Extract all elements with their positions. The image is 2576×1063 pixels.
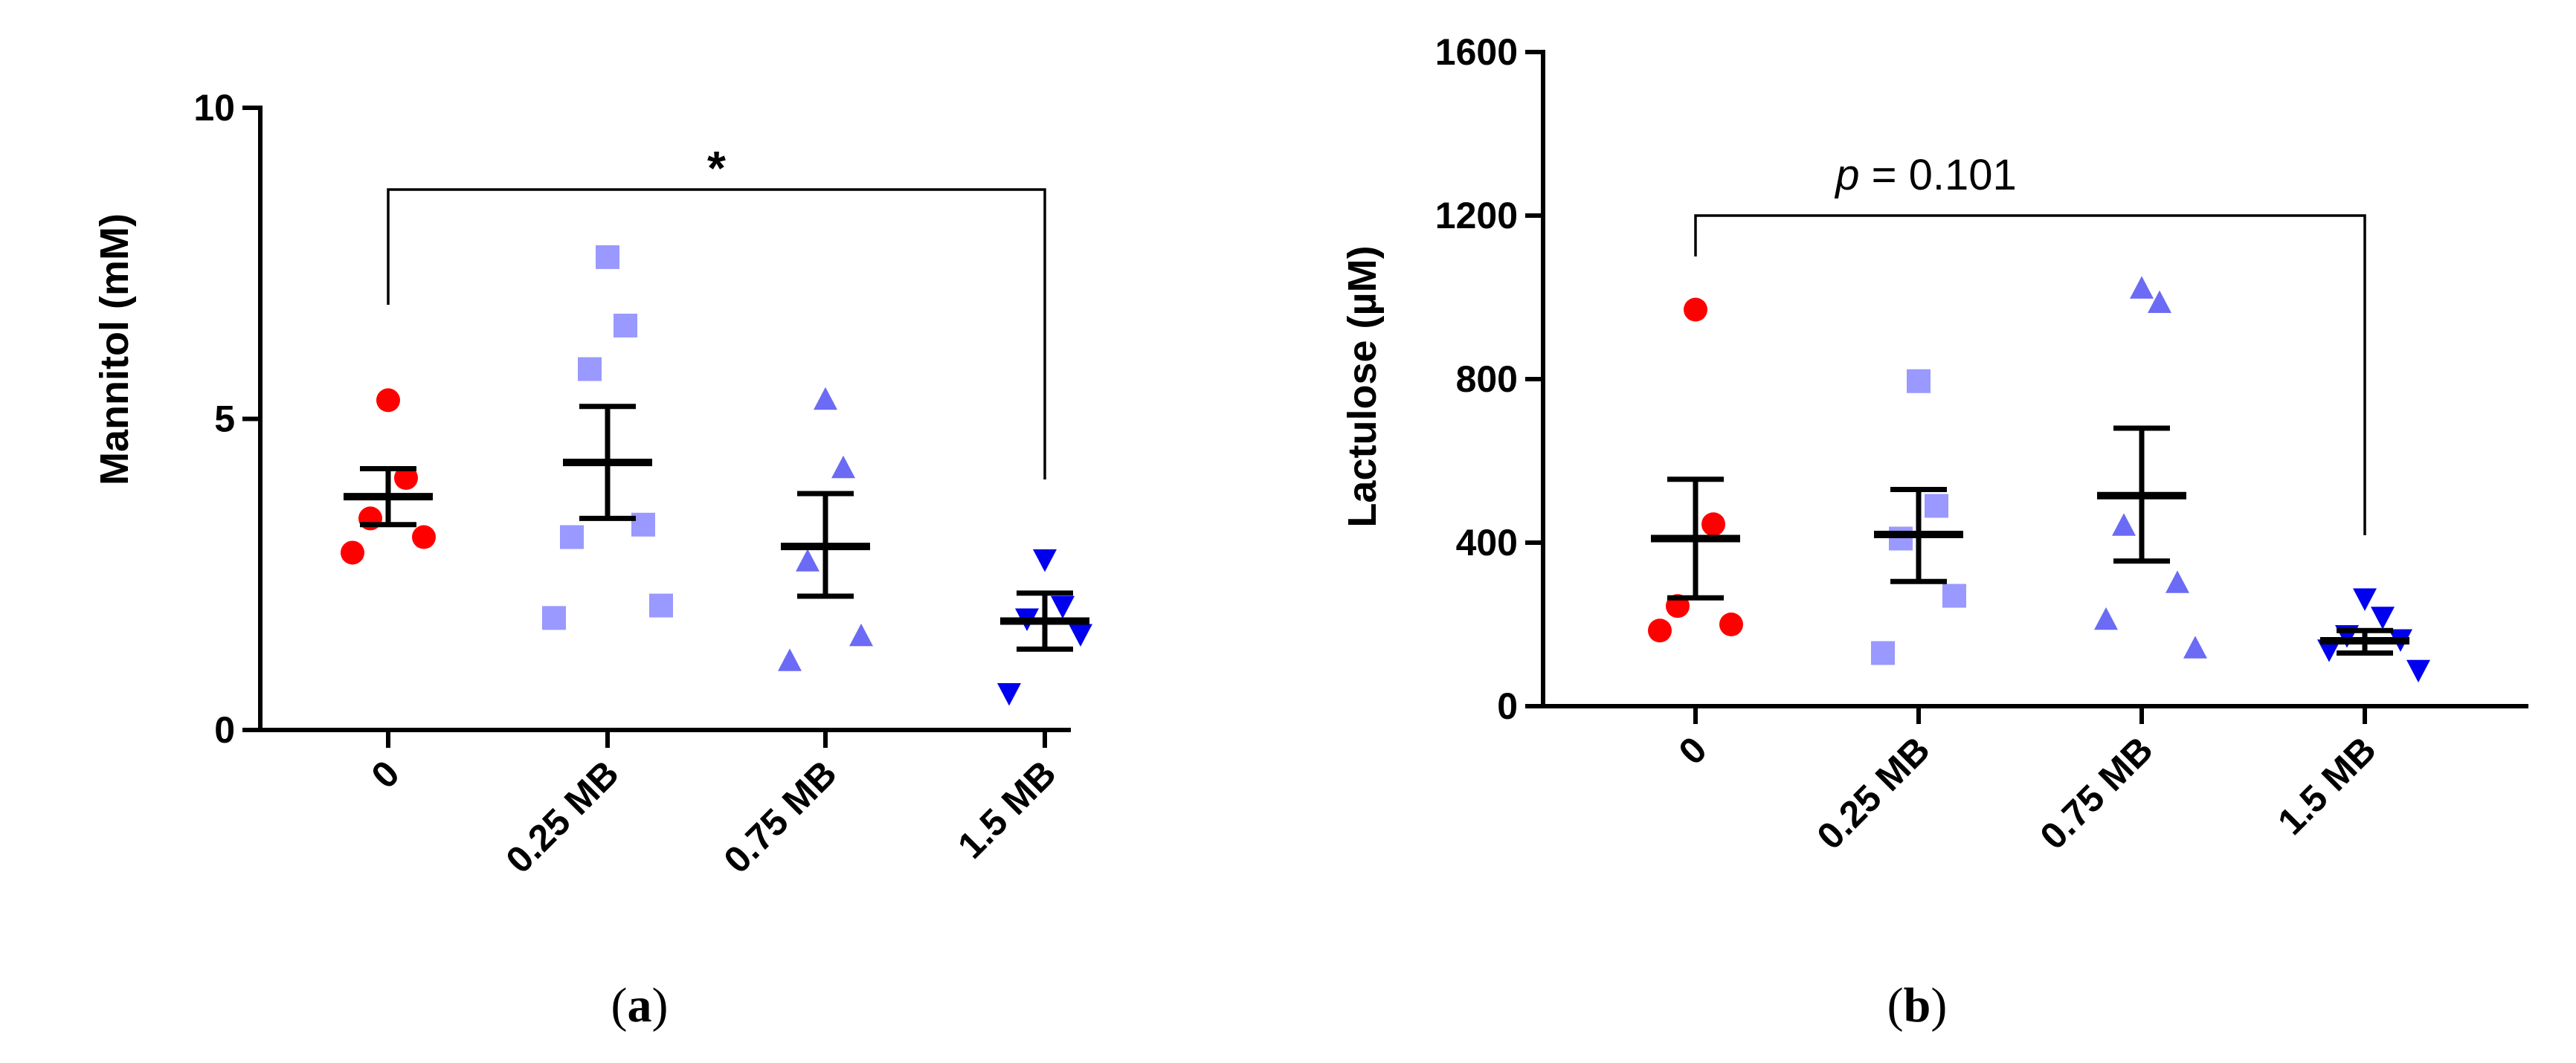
y-tick-label: 10	[193, 87, 235, 129]
p-symbol: p	[1834, 151, 1859, 199]
y-axis-title-b: Lactulose (µM)	[1340, 245, 1385, 527]
y-tick-labels-a: 0 5 10	[193, 87, 235, 751]
data-point	[341, 540, 364, 565]
data-point	[997, 682, 1021, 706]
data-point	[1907, 369, 1931, 393]
data-point	[2183, 636, 2207, 659]
data-point	[796, 549, 820, 572]
data-point	[2094, 607, 2118, 630]
data-point	[1051, 595, 1075, 619]
panel-a: Mannitol (mM) 0 5 10 0 0.25 MB 0.75 MB 1.5 MB…	[92, 87, 1092, 1033]
data-point	[560, 525, 584, 549]
significance-bracket-a	[387, 188, 1046, 479]
data-point	[542, 606, 566, 630]
x-tick-label: 0.75 MB	[2032, 728, 2161, 857]
data-point	[778, 648, 802, 671]
data-point	[1719, 613, 1743, 636]
x-tick-labels-a: 0 0.25 MB 0.75 MB 1.5 MB	[364, 752, 1064, 881]
data-points-b	[1648, 276, 2430, 683]
data-point	[2353, 588, 2377, 611]
x-tick-label: 0.75 MB	[716, 752, 845, 881]
p-value-annotation: p = 0.101	[1834, 151, 2017, 199]
x-tick-labels-b: 0 0.25 MB 0.75 MB 1.5 MB	[1671, 728, 2384, 857]
panel-label-b: (b)	[1887, 978, 1948, 1033]
data-point	[831, 455, 855, 479]
data-point	[376, 388, 400, 413]
significance-bracket-b	[1694, 214, 2366, 535]
y-axis-title-a: Mannitol (mM)	[92, 213, 137, 485]
data-point	[849, 623, 873, 647]
axes-a	[242, 106, 1071, 748]
x-tick-label: 1.5 MB	[950, 752, 1064, 867]
data-point	[394, 466, 418, 491]
data-point	[1871, 641, 1895, 665]
mean-sem-bars-b	[1651, 425, 2409, 656]
data-point	[1648, 618, 1672, 643]
data-point	[1701, 512, 1725, 537]
x-tick-label: 0.25 MB	[498, 752, 627, 881]
data-point	[1942, 584, 1966, 608]
data-point	[2112, 513, 2136, 536]
data-point	[1925, 494, 1948, 518]
x-tick-label: 0.25 MB	[1809, 728, 1938, 857]
data-point	[578, 357, 602, 381]
mean-sem-bars-a	[344, 404, 1089, 652]
data-points-a	[341, 245, 1092, 706]
data-point	[1889, 526, 1913, 551]
y-tick-labels-b: 0 400 800 1200 1600	[1435, 31, 1518, 727]
data-point	[649, 593, 673, 618]
panel-label-a: (a)	[611, 978, 669, 1033]
data-point	[614, 313, 637, 337]
y-tick-label: 1200	[1435, 195, 1518, 236]
y-tick-label: 800	[1456, 358, 1518, 400]
data-point	[1033, 549, 1057, 572]
data-point	[596, 245, 619, 269]
significance-star: *	[707, 141, 726, 195]
data-point	[2148, 290, 2171, 314]
data-point	[2317, 639, 2341, 662]
axes-b	[1525, 50, 2528, 724]
data-point	[2166, 570, 2189, 593]
y-tick-label: 400	[1456, 522, 1518, 563]
panel-letter-a: a	[628, 978, 652, 1033]
data-point	[2406, 659, 2430, 683]
data-point	[2130, 276, 2154, 299]
data-point	[412, 525, 436, 549]
data-point	[814, 387, 837, 410]
data-point	[2371, 607, 2395, 630]
p-value-text: = 0.101	[1860, 151, 2017, 199]
x-tick-label: 1.5 MB	[2270, 728, 2384, 843]
data-point	[1684, 297, 1707, 322]
x-tick-label: 0	[1671, 728, 1715, 772]
panel-letter-b: b	[1904, 978, 1931, 1033]
y-tick-label: 0	[214, 709, 235, 751]
y-tick-label: 5	[214, 398, 235, 440]
data-point	[1069, 624, 1092, 647]
x-tick-label: 0	[364, 752, 408, 796]
y-tick-label: 1600	[1435, 31, 1518, 73]
y-tick-label: 0	[1497, 685, 1518, 727]
